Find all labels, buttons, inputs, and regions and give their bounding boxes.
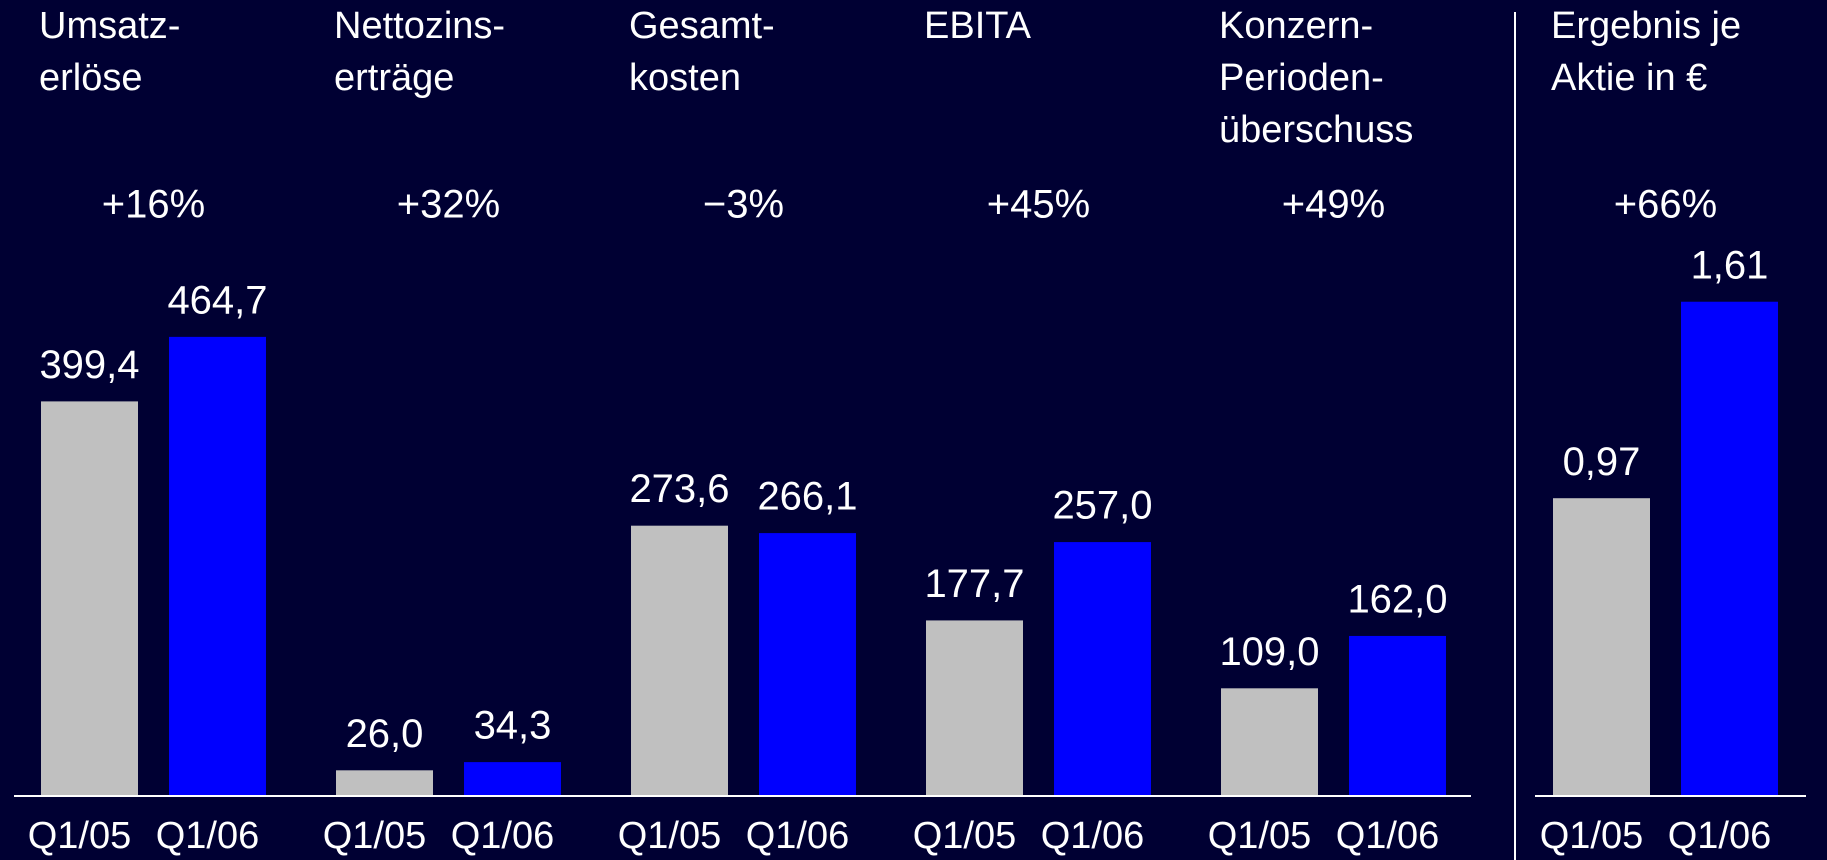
value-label: 0,97: [1563, 440, 1641, 484]
value-label: 162,0: [1347, 578, 1447, 622]
x-label: Q1/05: [323, 815, 427, 857]
bar: [336, 770, 433, 796]
change-label: −3%: [703, 183, 784, 227]
x-label: Q1/05: [618, 815, 722, 857]
x-label: Q1/05: [913, 815, 1017, 857]
category-header: Ergebnis je: [1551, 5, 1741, 47]
change-label: +16%: [102, 183, 205, 227]
bar: [631, 525, 728, 796]
bar: [169, 336, 266, 796]
change-label: +32%: [397, 183, 500, 227]
bar: [1681, 301, 1778, 796]
category-header: Umsatz-: [39, 5, 180, 47]
bar: [1349, 635, 1446, 796]
bar: [1553, 498, 1650, 796]
value-label: 26,0: [346, 712, 424, 756]
category-header: kosten: [629, 57, 741, 99]
category-header: Konzern-: [1219, 5, 1373, 47]
value-label: 273,6: [629, 467, 729, 511]
bar: [464, 762, 561, 796]
change-label: +66%: [1614, 183, 1717, 227]
x-label: Q1/06: [451, 815, 555, 857]
bar: [926, 620, 1023, 796]
change-label: +49%: [1282, 183, 1385, 227]
bar: [41, 401, 138, 796]
x-label: Q1/06: [1668, 815, 1772, 857]
bar: [1221, 688, 1318, 796]
value-label: 34,3: [474, 704, 552, 748]
x-label: Q1/05: [1208, 815, 1312, 857]
category-header: Aktie in €: [1551, 57, 1707, 99]
category-header: Gesamt-: [629, 5, 775, 47]
x-label: Q1/05: [1540, 815, 1644, 857]
x-label: Q1/06: [746, 815, 850, 857]
category-header: EBITA: [924, 5, 1032, 47]
x-label: Q1/06: [1336, 815, 1440, 857]
value-label: 177,7: [924, 562, 1024, 606]
x-label: Q1/06: [1041, 815, 1145, 857]
x-label: Q1/06: [156, 815, 260, 857]
x-label: Q1/05: [28, 815, 132, 857]
category-header: erträge: [334, 57, 454, 99]
bar: [759, 533, 856, 796]
value-label: 109,0: [1219, 630, 1319, 674]
category-header: überschuss: [1219, 109, 1413, 151]
change-label: +45%: [987, 183, 1090, 227]
category-header: Perioden-: [1219, 57, 1384, 99]
value-label: 1,61: [1691, 243, 1769, 287]
value-label: 266,1: [757, 475, 857, 519]
category-header: Nettozins-: [334, 5, 505, 47]
value-label: 464,7: [167, 278, 267, 322]
category-header: erlöse: [39, 57, 143, 99]
bar: [1054, 542, 1151, 796]
value-label: 399,4: [39, 343, 139, 387]
value-label: 257,0: [1052, 484, 1152, 528]
